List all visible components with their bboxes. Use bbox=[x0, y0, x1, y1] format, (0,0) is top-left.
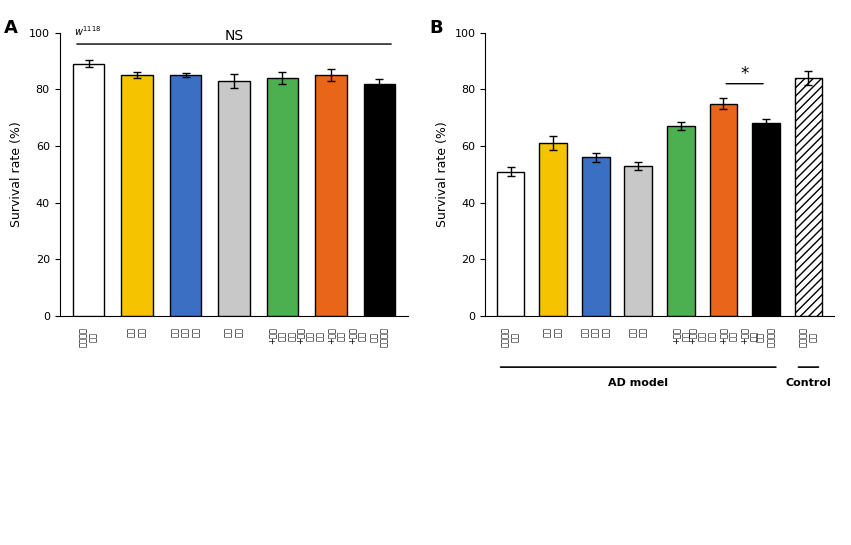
Bar bbox=[266, 78, 298, 316]
Text: 위령
연교
단품: 위령 연교 단품 bbox=[580, 328, 611, 337]
Text: 위령
연교
단품: 위령 연교 단품 bbox=[171, 328, 201, 337]
Text: *: * bbox=[740, 65, 749, 83]
Text: 위령
단품: 위령 단품 bbox=[128, 328, 147, 337]
Text: B: B bbox=[429, 19, 443, 37]
Bar bbox=[795, 78, 822, 316]
Text: 식이
제한: 식이 제한 bbox=[225, 328, 243, 337]
Bar bbox=[363, 84, 395, 316]
Text: 일반배지
식이: 일반배지 식이 bbox=[799, 328, 818, 347]
Y-axis label: Survival rate (%): Survival rate (%) bbox=[10, 122, 23, 227]
Text: 제한
다이어트: 제한 다이어트 bbox=[757, 328, 775, 347]
Bar bbox=[667, 126, 694, 316]
Bar bbox=[752, 123, 780, 316]
Text: 일반배지
식이: 일반배지 식이 bbox=[79, 328, 99, 347]
Bar bbox=[540, 143, 567, 316]
Text: 일반배지
식이: 일반배지 식이 bbox=[501, 328, 520, 347]
Text: 식이
제한: 식이 제한 bbox=[629, 328, 648, 337]
Bar bbox=[625, 166, 652, 316]
Text: 제한
다이어트: 제한 다이어트 bbox=[369, 328, 389, 347]
Bar bbox=[122, 75, 153, 316]
Bar bbox=[218, 81, 250, 316]
Text: 위령
단품: 위령 단품 bbox=[544, 328, 563, 337]
Bar bbox=[710, 104, 737, 316]
Text: +위령
연교
단품: +위령 연교 단품 bbox=[267, 328, 297, 344]
Y-axis label: Survival rate (%): Survival rate (%) bbox=[436, 122, 448, 227]
Text: NS: NS bbox=[225, 29, 243, 43]
Bar bbox=[582, 158, 609, 316]
Text: +위령
연교
단품
+식이
제한
+위령
단품: +위령 연교 단품 +식이 제한 +위령 단품 bbox=[295, 328, 367, 344]
Text: +위령
연교
단품
+식이
제한
+위령
단품: +위령 연교 단품 +식이 제한 +위령 단품 bbox=[688, 328, 759, 344]
Text: A: A bbox=[3, 19, 18, 37]
Text: $w^{1118}$: $w^{1118}$ bbox=[74, 25, 101, 38]
Text: AD model: AD model bbox=[608, 378, 668, 389]
Bar bbox=[170, 75, 202, 316]
Bar bbox=[315, 75, 346, 316]
Text: Control: Control bbox=[785, 378, 831, 389]
Text: +위령
단품: +위령 단품 bbox=[671, 328, 690, 344]
Bar bbox=[497, 172, 524, 316]
Bar bbox=[73, 64, 105, 316]
